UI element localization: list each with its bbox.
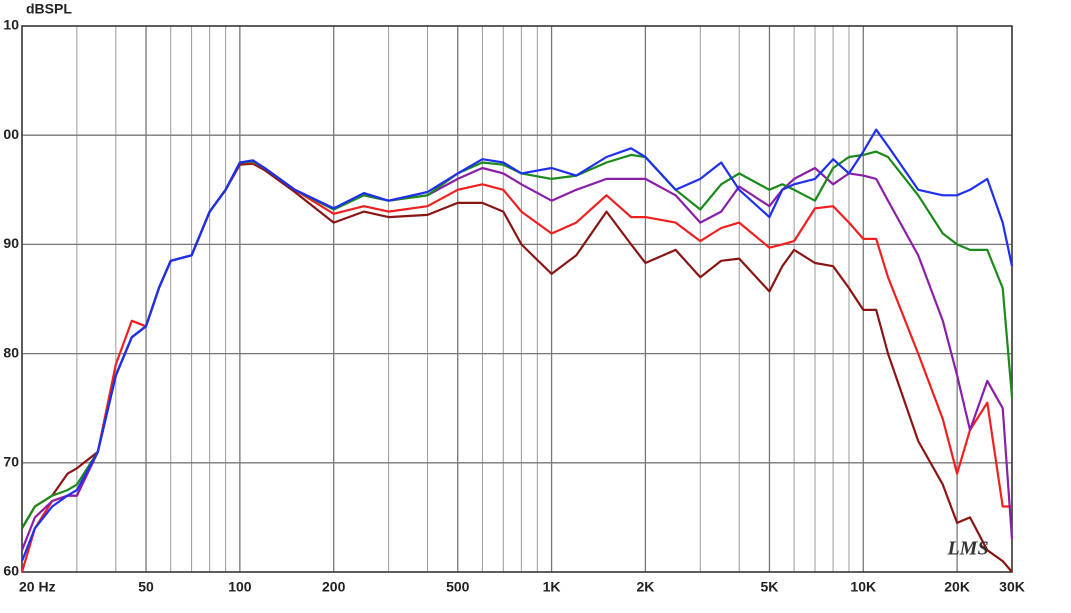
y-tick-label: 60 bbox=[3, 563, 19, 579]
data-line bbox=[20, 128, 1014, 562]
x-tick-label: 2K bbox=[636, 579, 654, 595]
y-tick-label: 10 bbox=[3, 17, 19, 33]
watermark: LMS bbox=[946, 538, 988, 560]
x-tick-label: 20K bbox=[944, 579, 970, 595]
x-tick-label: 100 bbox=[228, 579, 252, 595]
x-tick-label: 30K bbox=[999, 579, 1025, 595]
y-axis-label: dBSPL bbox=[26, 1, 72, 17]
plot-frame bbox=[21, 25, 1013, 573]
x-tick-label: 50 bbox=[138, 579, 154, 595]
x-tick-label: 200 bbox=[322, 579, 346, 595]
y-tick-label: 90 bbox=[3, 235, 19, 251]
x-tick-label: 1K bbox=[543, 579, 561, 595]
y-tick-label: 70 bbox=[3, 454, 19, 470]
x-tick-label: 500 bbox=[446, 579, 470, 595]
y-tick-label: 00 bbox=[3, 126, 19, 142]
x-tick-label: 5K bbox=[760, 579, 778, 595]
x-tick-label: 20 Hz bbox=[19, 579, 56, 595]
x-tick-label: 10K bbox=[850, 579, 876, 595]
y-tick-label: 80 bbox=[3, 344, 19, 360]
